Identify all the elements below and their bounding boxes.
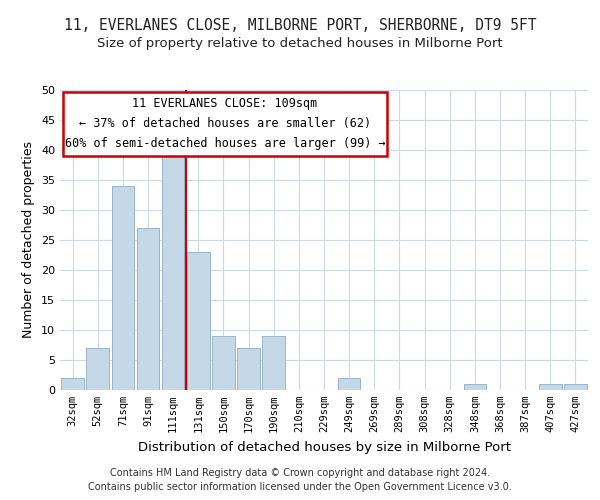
Bar: [237, 348, 260, 390]
Bar: [187, 252, 209, 390]
Bar: [61, 378, 84, 390]
X-axis label: Distribution of detached houses by size in Milborne Port: Distribution of detached houses by size …: [137, 440, 511, 454]
Bar: [162, 144, 184, 390]
FancyBboxPatch shape: [62, 92, 388, 156]
Bar: [86, 348, 109, 390]
Bar: [539, 384, 562, 390]
Bar: [464, 384, 486, 390]
Bar: [262, 336, 285, 390]
Text: Contains public sector information licensed under the Open Government Licence v3: Contains public sector information licen…: [88, 482, 512, 492]
Text: Size of property relative to detached houses in Milborne Port: Size of property relative to detached ho…: [97, 38, 503, 51]
Bar: [564, 384, 587, 390]
Text: 11 EVERLANES CLOSE: 109sqm
← 37% of detached houses are smaller (62)
60% of semi: 11 EVERLANES CLOSE: 109sqm ← 37% of deta…: [65, 97, 385, 150]
Text: 11, EVERLANES CLOSE, MILBORNE PORT, SHERBORNE, DT9 5FT: 11, EVERLANES CLOSE, MILBORNE PORT, SHER…: [64, 18, 536, 32]
Bar: [112, 186, 134, 390]
Bar: [338, 378, 361, 390]
Bar: [137, 228, 160, 390]
Text: Contains HM Land Registry data © Crown copyright and database right 2024.: Contains HM Land Registry data © Crown c…: [110, 468, 490, 477]
Y-axis label: Number of detached properties: Number of detached properties: [22, 142, 35, 338]
Bar: [212, 336, 235, 390]
